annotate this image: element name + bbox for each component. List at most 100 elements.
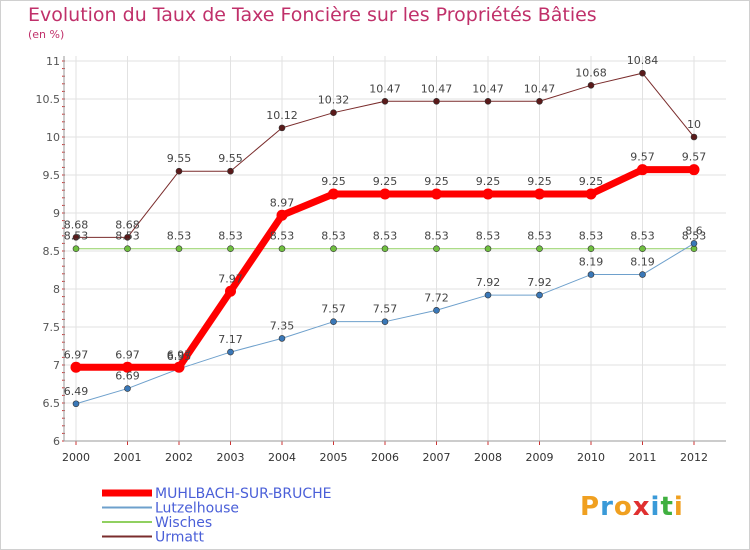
- data-label-muhlbach-sur-bruche: 9.25: [321, 175, 346, 188]
- data-label-lutzelhouse: 8.19: [579, 256, 604, 269]
- y-tick-label: 10: [46, 131, 60, 144]
- data-label-lutzelhouse: 7.92: [527, 276, 552, 289]
- y-tick-label: 10.5: [36, 93, 61, 106]
- data-point-lutzelhouse: [227, 348, 234, 356]
- data-point-urmatt: [690, 133, 698, 141]
- y-tick-label: 7.5: [43, 321, 61, 334]
- data-label-muhlbach-sur-bruche: 9.25: [424, 175, 449, 188]
- data-point-muhlbach-sur-bruche: [688, 164, 700, 176]
- data-point-urmatt: [433, 97, 440, 105]
- data-label-lutzelhouse: 7.57: [373, 303, 398, 316]
- x-tick-label: 2000: [62, 451, 90, 464]
- data-label-lutzelhouse: 7.92: [476, 276, 501, 289]
- logo-letter: t: [660, 492, 674, 522]
- x-tick-label: 2012: [680, 451, 708, 464]
- data-label-layer: 8.68 8.68 9.55 9.55 10.12 10.32 10.47 10.47 10.4…: [64, 54, 707, 398]
- y-tick-label: 9.5: [43, 169, 61, 182]
- data-label-urmatt: 9.55: [167, 152, 192, 165]
- data-point-urmatt: [381, 97, 389, 105]
- data-point-wisches: [124, 245, 131, 253]
- y-tick-label: 6.5: [43, 397, 61, 410]
- data-label-wisches: 8.53: [682, 230, 707, 243]
- data-label-wisches: 8.53: [373, 230, 398, 243]
- logo-letter: i: [673, 492, 684, 522]
- x-tick-label: 2011: [629, 451, 657, 464]
- x-tick-label: 2009: [526, 451, 554, 464]
- x-tick-label: 2005: [320, 451, 348, 464]
- data-label-wisches: 8.53: [270, 230, 295, 243]
- data-label-urmatt: 10.47: [472, 82, 504, 95]
- data-point-wisches: [381, 245, 389, 253]
- data-label-muhlbach-sur-bruche: 9.25: [476, 175, 501, 188]
- data-label-muhlbach-sur-bruche: 9.25: [527, 175, 552, 188]
- data-label-lutzelhouse: 6.49: [64, 385, 89, 398]
- data-point-lutzelhouse: [278, 335, 286, 342]
- data-point-lutzelhouse: [330, 318, 337, 325]
- data-point-urmatt: [175, 167, 183, 175]
- data-label-muhlbach-sur-bruche: 6.97: [167, 348, 192, 361]
- series-layer: [70, 69, 700, 408]
- data-label-lutzelhouse: 7.57: [321, 303, 346, 316]
- data-point-muhlbach-sur-bruche: [225, 285, 236, 297]
- data-point-urmatt: [536, 97, 543, 105]
- y-tick-label: 8.5: [43, 245, 61, 258]
- x-tick-label: 2002: [165, 451, 193, 464]
- data-label-urmatt: 10.32: [318, 94, 350, 107]
- logo-letter: P: [580, 492, 601, 522]
- data-point-urmatt: [330, 109, 337, 116]
- data-point-lutzelhouse: [433, 306, 440, 314]
- data-label-urmatt: 10: [687, 118, 701, 131]
- data-point-urmatt: [278, 124, 286, 132]
- y-tick-label: 7: [53, 359, 60, 372]
- logo-letter: r: [600, 492, 614, 522]
- data-point-wisches: [536, 245, 543, 253]
- data-label-urmatt: 9.55: [218, 152, 243, 165]
- logo-letter: x: [632, 492, 651, 522]
- data-label-urmatt: 10.47: [421, 82, 453, 95]
- data-label-muhlbach-sur-bruche: 9.25: [373, 175, 398, 188]
- data-point-lutzelhouse: [124, 385, 131, 392]
- data-point-muhlbach-sur-bruche: [431, 188, 442, 200]
- x-tick-label: 2010: [577, 451, 605, 464]
- proxiti-logo: Proxiti: [580, 492, 684, 522]
- data-label-lutzelhouse: 6.69: [115, 370, 140, 383]
- data-point-muhlbach-sur-bruche: [482, 188, 494, 200]
- y-tick-label: 6: [53, 435, 60, 448]
- data-label-wisches: 8.53: [527, 230, 552, 243]
- data-label-muhlbach-sur-bruche: 6.97: [64, 348, 89, 361]
- data-label-lutzelhouse: 7.72: [424, 291, 449, 304]
- data-point-urmatt: [72, 234, 80, 241]
- data-label-wisches: 8.53: [630, 230, 655, 243]
- data-label-muhlbach-sur-bruche: 9.57: [682, 151, 707, 164]
- legend-label: Lutzelhouse: [155, 501, 239, 517]
- data-label-lutzelhouse: 7.17: [218, 333, 243, 346]
- chart-title: Evolution du Taux de Taxe Foncière sur l…: [28, 4, 597, 26]
- legend-layer: MUHLBACH-SUR-BRUCHELutzelhouseWischesUrm…: [102, 486, 332, 546]
- data-point-lutzelhouse: [484, 291, 492, 299]
- legend-label: MUHLBACH-SUR-BRUCHE: [155, 486, 332, 502]
- data-label-muhlbach-sur-bruche: 7.97: [218, 272, 243, 285]
- data-label-wisches: 8.53: [321, 230, 346, 243]
- data-label-muhlbach-sur-bruche: 6.97: [115, 348, 140, 361]
- data-point-wisches: [587, 245, 595, 253]
- data-point-wisches: [72, 245, 80, 253]
- data-point-wisches: [278, 245, 286, 253]
- data-point-urmatt: [639, 69, 646, 77]
- data-point-lutzelhouse: [639, 271, 646, 278]
- grid-layer: [64, 56, 726, 442]
- data-label-urmatt: 10.47: [524, 82, 556, 95]
- data-point-wisches: [433, 245, 440, 253]
- x-tick-label: 2003: [217, 451, 245, 464]
- data-label-urmatt: 10.84: [627, 54, 659, 67]
- logo-letter: i: [650, 492, 661, 522]
- data-point-muhlbach-sur-bruche: [276, 209, 288, 221]
- data-point-wisches: [484, 245, 492, 253]
- x-tick-label: 2006: [371, 451, 399, 464]
- data-point-lutzelhouse: [536, 291, 543, 299]
- data-label-wisches: 8.53: [167, 230, 192, 243]
- data-label-urmatt: 10.47: [369, 82, 401, 95]
- legend-label: Wisches: [155, 515, 212, 531]
- data-point-muhlbach-sur-bruche: [122, 361, 133, 373]
- data-point-urmatt: [484, 97, 492, 105]
- x-tick-label: 2008: [474, 451, 502, 464]
